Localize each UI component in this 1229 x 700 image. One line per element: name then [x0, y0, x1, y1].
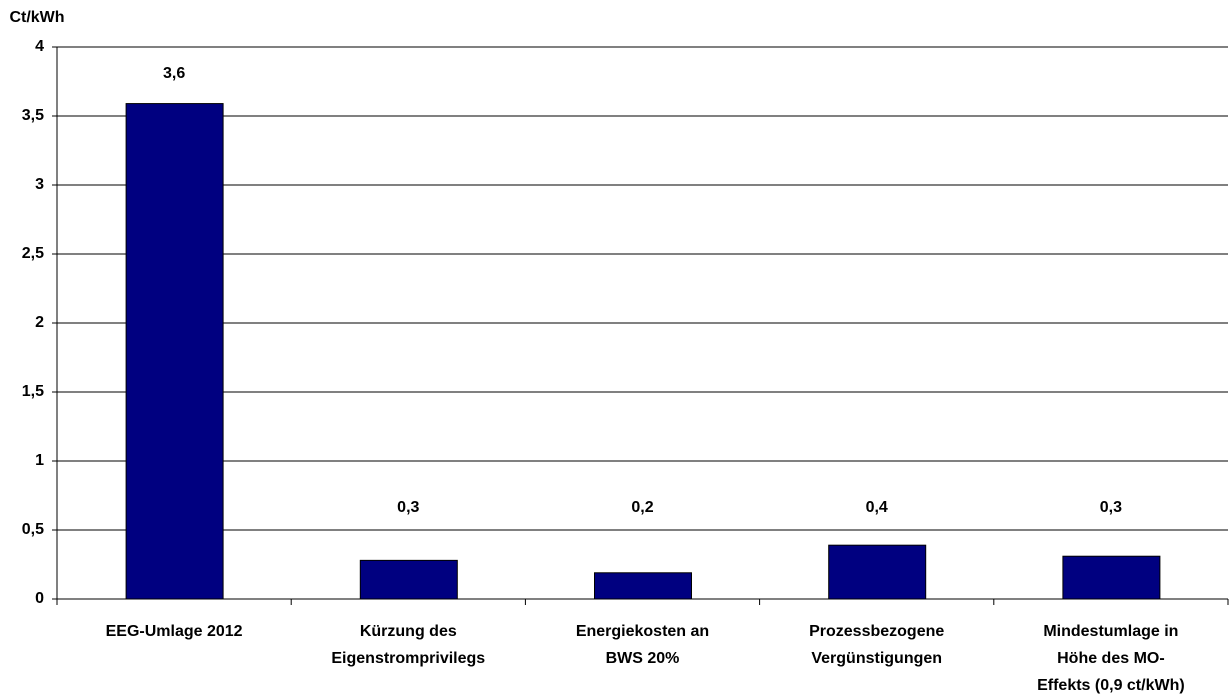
y-tick-label: 2,5 — [22, 245, 44, 262]
y-tick-label: 0,5 — [22, 521, 44, 538]
y-axis-title: Ct/kWh — [9, 9, 64, 26]
value-label: 0,3 — [397, 499, 419, 516]
y-tick-label: 3,5 — [22, 107, 44, 124]
bar — [359, 559, 458, 600]
x-tick-label: Mindestumlage in Höhe des MO-Effekts (0,9… — [1037, 623, 1185, 694]
x-tick-label: Kürzung des Eigenstromprivilegs — [331, 623, 485, 667]
bar — [125, 103, 224, 600]
y-tick-label: 2 — [35, 314, 44, 331]
x-tick-label: Prozessbezogene Vergünstigungen — [809, 623, 944, 667]
value-label: 3,6 — [163, 65, 185, 82]
y-tick-label: 1 — [35, 452, 44, 469]
value-label: 0,2 — [631, 499, 653, 516]
value-label: 0,3 — [1100, 499, 1122, 516]
x-tick-label: EEG-Umlage 2012 — [106, 623, 243, 640]
bar — [1062, 555, 1161, 600]
y-tick-label: 0 — [35, 590, 44, 607]
bar — [594, 572, 692, 600]
x-tick-label: Energiekosten an BWS 20% — [576, 623, 709, 667]
y-tick-label: 4 — [35, 38, 44, 55]
bar — [828, 544, 927, 600]
y-tick-label: 3 — [35, 176, 44, 193]
value-label: 0,4 — [866, 499, 888, 516]
y-tick-label: 1,5 — [22, 383, 44, 400]
